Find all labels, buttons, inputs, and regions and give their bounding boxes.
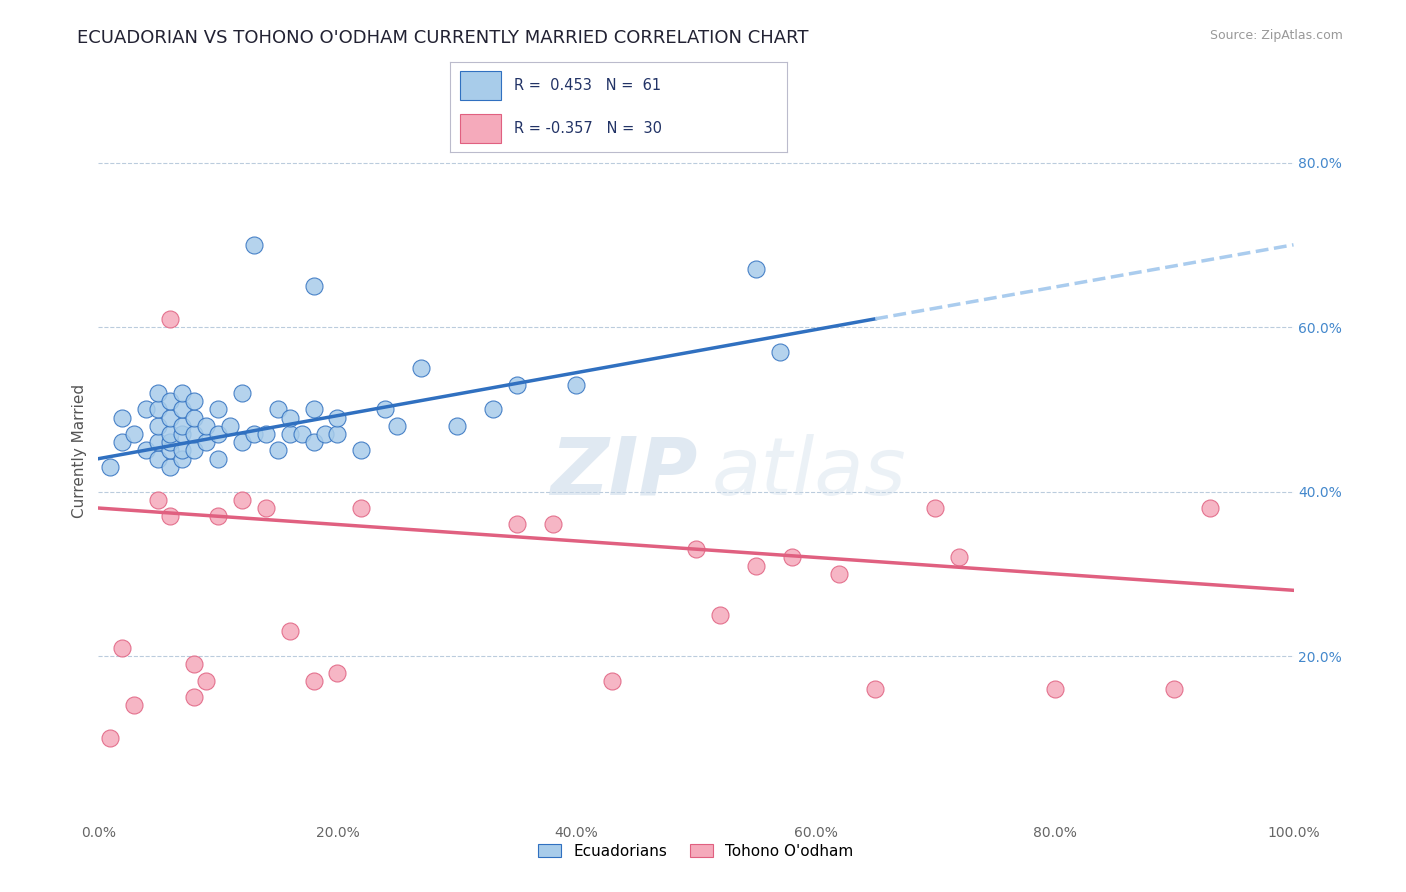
- Point: [780, 550, 803, 565]
- Text: R =  0.453   N =  61: R = 0.453 N = 61: [515, 78, 661, 93]
- Point: [267, 402, 290, 417]
- Point: [315, 427, 337, 442]
- Point: [159, 459, 181, 474]
- Point: [254, 427, 277, 442]
- Point: [302, 279, 325, 293]
- Point: [602, 673, 624, 688]
- Point: [172, 443, 194, 458]
- Point: [183, 690, 205, 705]
- Point: [243, 427, 266, 442]
- Point: [745, 558, 768, 573]
- Point: [172, 418, 194, 433]
- Point: [124, 427, 146, 442]
- Point: [159, 311, 181, 326]
- Point: [565, 377, 588, 392]
- Point: [135, 443, 157, 458]
- Point: [111, 410, 134, 425]
- Point: [1163, 681, 1185, 696]
- Point: [159, 435, 181, 450]
- Y-axis label: Currently Married: Currently Married: [72, 384, 87, 517]
- Point: [1199, 501, 1222, 516]
- Point: [183, 427, 205, 442]
- Point: [219, 418, 242, 433]
- Point: [302, 673, 325, 688]
- Point: [254, 501, 277, 516]
- Point: [111, 640, 134, 655]
- Point: [207, 427, 229, 442]
- Text: Source: ZipAtlas.com: Source: ZipAtlas.com: [1209, 29, 1343, 43]
- Point: [685, 542, 707, 557]
- Point: [411, 361, 433, 376]
- Point: [159, 509, 181, 524]
- Point: [948, 550, 970, 565]
- FancyBboxPatch shape: [460, 114, 501, 143]
- Point: [446, 418, 468, 433]
- Point: [148, 435, 170, 450]
- Point: [865, 681, 887, 696]
- Point: [231, 385, 253, 400]
- Point: [207, 402, 229, 417]
- Point: [172, 451, 194, 466]
- Point: [326, 410, 349, 425]
- Point: [148, 385, 170, 400]
- Point: [172, 427, 194, 442]
- Point: [1043, 681, 1066, 696]
- Point: [207, 509, 229, 524]
- Point: [374, 402, 396, 417]
- Point: [745, 262, 768, 277]
- Point: [231, 435, 253, 450]
- Point: [183, 394, 205, 409]
- Point: [243, 237, 266, 252]
- Point: [159, 410, 181, 425]
- Point: [385, 418, 409, 433]
- Point: [159, 427, 181, 442]
- Point: [183, 443, 205, 458]
- Text: ZIP: ZIP: [551, 434, 697, 512]
- Point: [195, 435, 218, 450]
- FancyBboxPatch shape: [460, 71, 501, 100]
- Point: [148, 418, 170, 433]
- Point: [231, 492, 253, 507]
- Point: [183, 410, 205, 425]
- Point: [207, 451, 229, 466]
- Point: [124, 698, 146, 713]
- Text: R = -0.357   N =  30: R = -0.357 N = 30: [515, 121, 662, 136]
- Point: [541, 517, 564, 532]
- Point: [506, 377, 529, 392]
- Point: [172, 402, 194, 417]
- Point: [291, 427, 314, 442]
- Point: [278, 410, 301, 425]
- Point: [302, 402, 325, 417]
- Point: [159, 443, 181, 458]
- Point: [98, 459, 122, 474]
- Point: [267, 443, 290, 458]
- Point: [302, 435, 325, 450]
- Point: [148, 492, 170, 507]
- Point: [159, 394, 181, 409]
- Legend: Ecuadorians, Tohono O'odham: Ecuadorians, Tohono O'odham: [533, 838, 859, 865]
- Point: [111, 435, 134, 450]
- Point: [828, 566, 851, 581]
- Point: [278, 624, 301, 639]
- Point: [709, 607, 731, 622]
- Point: [148, 451, 170, 466]
- Point: [148, 402, 170, 417]
- Point: [195, 418, 218, 433]
- Point: [326, 427, 349, 442]
- Point: [278, 427, 301, 442]
- Point: [482, 402, 505, 417]
- Point: [769, 344, 792, 359]
- Point: [924, 501, 946, 516]
- Text: ECUADORIAN VS TOHONO O'ODHAM CURRENTLY MARRIED CORRELATION CHART: ECUADORIAN VS TOHONO O'ODHAM CURRENTLY M…: [77, 29, 808, 47]
- Point: [350, 443, 373, 458]
- Point: [183, 657, 205, 672]
- Point: [98, 731, 122, 746]
- Point: [135, 402, 157, 417]
- Point: [506, 517, 529, 532]
- Point: [195, 673, 218, 688]
- Point: [172, 385, 194, 400]
- Text: atlas: atlas: [711, 434, 907, 512]
- Point: [326, 665, 349, 680]
- Point: [350, 501, 373, 516]
